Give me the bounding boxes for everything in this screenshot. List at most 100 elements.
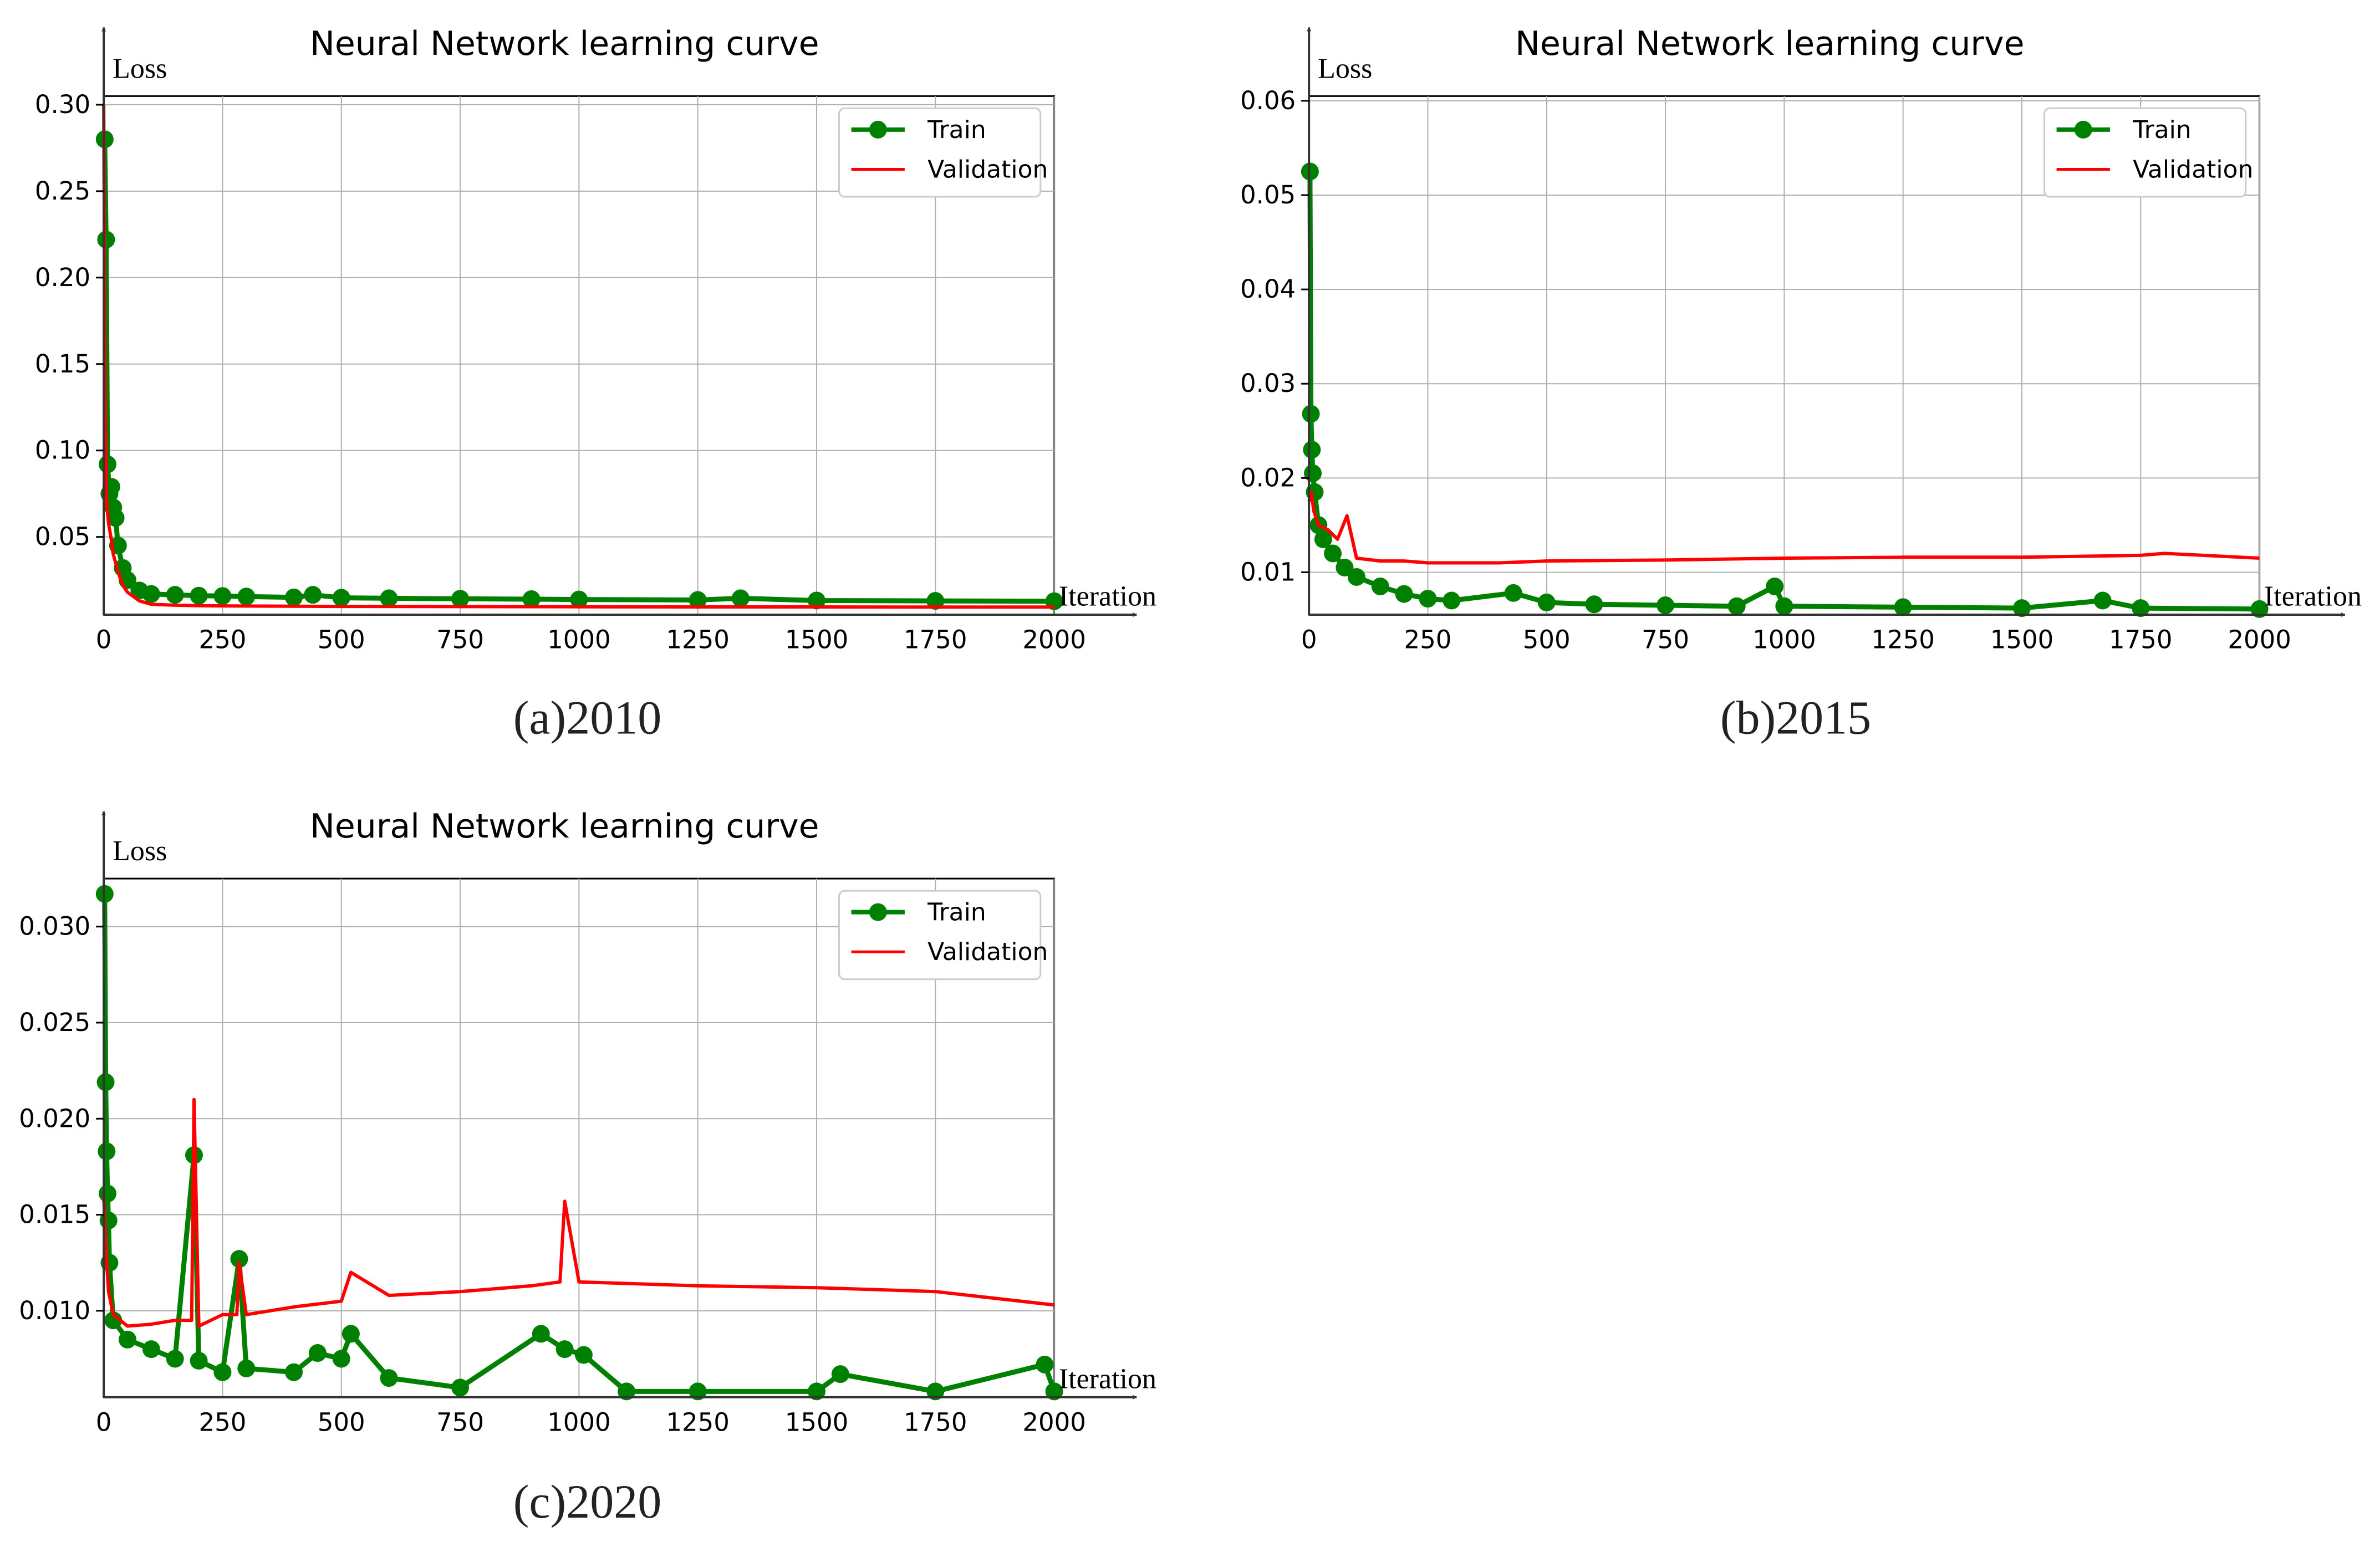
x-tick-label: 500: [1523, 625, 1571, 655]
x-tick-label: 1000: [547, 1407, 611, 1437]
data-point-train: [285, 1363, 303, 1381]
y-tick-label: 0.15: [35, 349, 90, 379]
data-point-train: [213, 587, 232, 605]
y-tick-label: 0.010: [19, 1296, 90, 1325]
data-point-train: [1419, 590, 1437, 608]
data-point-train: [831, 1365, 849, 1383]
data-point-train: [332, 1350, 350, 1368]
data-point-train: [1304, 464, 1322, 482]
x-tick-label: 1000: [1752, 625, 1816, 655]
y-axis-label: Loss: [113, 835, 167, 867]
data-point-train: [166, 586, 184, 604]
y-tick-label: 0.10: [35, 436, 90, 465]
x-tick-label: 250: [1404, 625, 1452, 655]
data-point-train: [190, 586, 208, 605]
data-point-train: [285, 588, 303, 606]
legend: Train Validation: [2043, 107, 2253, 198]
chart-panel: 0 250 500 750 1000 1250 1500 1750 2000 0.05 0.10 0.…: [35, 24, 1156, 744]
x-tick-label: 750: [436, 1407, 484, 1437]
legend-label-validation: Validation: [927, 938, 1048, 966]
data-point-train: [522, 590, 541, 608]
data-point-train: [2012, 599, 2031, 617]
data-point-train: [532, 1325, 550, 1343]
data-point-train: [1036, 1355, 1054, 1373]
y-tick-label: 0.30: [35, 90, 90, 119]
data-point-train: [304, 586, 322, 604]
data-point-train: [1504, 584, 1522, 602]
data-point-train: [731, 589, 750, 607]
x-axis-label: Iteration: [1059, 581, 1156, 612]
series-line-validation: [102, 1097, 1054, 1328]
data-point-train: [1657, 596, 1675, 615]
x-tick-label: 250: [198, 1407, 246, 1437]
x-axis-label: Iteration: [1059, 1363, 1156, 1395]
x-tick-label: 1250: [1871, 625, 1935, 655]
data-point-train: [380, 1369, 398, 1387]
legend-label-train: Train: [2132, 116, 2192, 144]
data-point-train: [807, 591, 825, 610]
x-tick-label: 2000: [1022, 625, 1086, 655]
chart-title: Neural Network learning curve: [310, 807, 819, 846]
data-point-train: [230, 1250, 248, 1268]
data-point-train: [1585, 595, 1603, 614]
x-tick-label: 750: [1642, 625, 1689, 655]
data-point-train: [1324, 544, 1342, 563]
x-tick-label: 250: [198, 625, 246, 655]
data-point-train: [1336, 558, 1354, 576]
legend: Train Validation: [838, 890, 1048, 981]
data-point-train: [1045, 1382, 1063, 1401]
data-point-train: [574, 1346, 593, 1364]
data-point-train: [2132, 599, 2150, 617]
data-point-train: [807, 1382, 825, 1401]
x-tick-label: 0: [96, 625, 112, 655]
chart-panel: 0 250 500 750 1000 1250 1500 1750 2000 0.010 0.015…: [19, 807, 1156, 1528]
data-point-train: [926, 592, 945, 610]
x-tick-label: 500: [318, 625, 365, 655]
x-tick-label: 0: [96, 1407, 112, 1437]
chart-title: Neural Network learning curve: [1515, 24, 2025, 63]
data-point-train: [555, 1340, 574, 1359]
series-line-validation: [102, 104, 1054, 609]
data-point-train: [342, 1325, 360, 1343]
data-point-train: [1727, 597, 1746, 615]
legend-marker: [869, 120, 887, 139]
series-line-validation: [1307, 490, 2260, 565]
data-point-train: [1766, 577, 1784, 595]
y-tick-label: 0.02: [1240, 463, 1296, 492]
y-tick-label: 0.030: [19, 912, 90, 941]
data-point-train: [104, 1311, 123, 1330]
data-point-train: [96, 1073, 115, 1091]
legend-label-train: Train: [927, 898, 986, 927]
data-point-train: [1303, 441, 1321, 459]
y-tick-label: 0.04: [1240, 274, 1296, 304]
data-point-train: [1347, 568, 1365, 586]
data-point-train: [142, 585, 160, 603]
chart-panel: 0 250 500 750 1000 1250 1500 1750 2000 0.01 0.02 0.…: [1240, 24, 2362, 744]
legend: Train Validation: [838, 107, 1048, 198]
y-tick-label: 0.025: [19, 1008, 90, 1037]
x-tick-label: 0: [1301, 625, 1317, 655]
y-tick-label: 0.20: [35, 263, 90, 292]
x-tick-label: 2000: [1022, 1407, 1086, 1437]
x-tick-label: 1000: [547, 625, 611, 655]
y-axis-label: Loss: [1318, 53, 1372, 84]
x-axis-label: Iteration: [2264, 581, 2362, 612]
x-tick-label: 500: [318, 1407, 365, 1437]
x-tick-label: 1250: [666, 1407, 730, 1437]
legend-label-validation: Validation: [2133, 155, 2253, 183]
y-axis-label: Loss: [113, 53, 167, 84]
data-point-train: [106, 509, 125, 527]
legend-label-validation: Validation: [927, 155, 1048, 183]
data-point-train: [1302, 405, 1320, 423]
x-tick-label: 1500: [1990, 625, 2054, 655]
x-tick-label: 1750: [904, 625, 967, 655]
x-tick-label: 1250: [666, 625, 730, 655]
chart-title: Neural Network learning curve: [310, 24, 819, 63]
y-tick-label: 0.01: [1240, 557, 1296, 586]
data-point-train: [1314, 530, 1332, 548]
data-point-train: [451, 1378, 470, 1397]
data-point-train: [1537, 593, 1556, 611]
data-point-train: [689, 591, 707, 609]
y-tick-label: 0.020: [19, 1104, 90, 1133]
